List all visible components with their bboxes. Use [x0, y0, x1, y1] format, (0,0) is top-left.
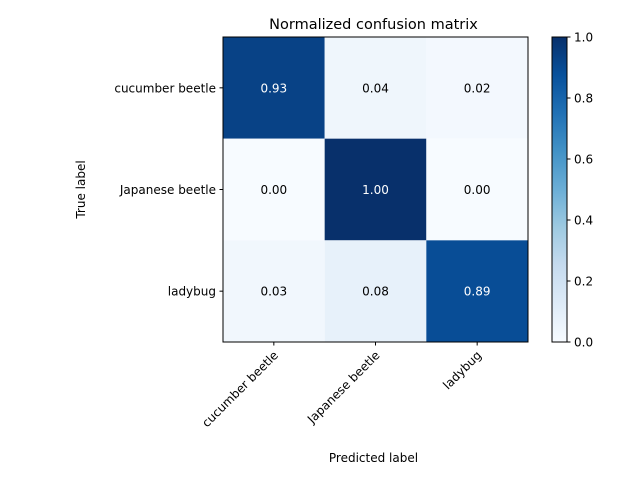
heatmap-cell — [426, 37, 528, 139]
heatmap-cell — [324, 240, 427, 342]
cell-value-label: 0.93 — [260, 81, 287, 95]
x-tick-label: Japanese beetle — [304, 348, 383, 427]
heatmap-cell — [223, 37, 325, 139]
colorbar-tick-label: 0.6 — [574, 153, 593, 167]
y-axis-ticks: cucumber beetle Japanese beetle ladybug — [114, 81, 223, 299]
colorbar-tick-label: 1.0 — [574, 31, 593, 45]
heatmap-cell — [223, 138, 325, 241]
x-axis-ticks: cucumber beetle Japanese beetle ladybug — [199, 342, 484, 430]
colorbar-ticks: 0.0 0.2 0.4 0.6 0.8 1.0 — [567, 31, 593, 350]
colorbar-tick-label: 0.0 — [574, 336, 593, 350]
cell-value-label: 0.02 — [464, 81, 491, 95]
heatmap-cell — [223, 240, 325, 342]
cell-value-label: 0.00 — [464, 183, 491, 197]
colorbar-tick-label: 0.8 — [574, 92, 593, 106]
cell-value-label: 0.04 — [362, 81, 389, 95]
cell-value-label: 0.03 — [260, 285, 287, 299]
x-axis-label: Predicted label — [329, 451, 418, 465]
cell-value-label: 0.00 — [260, 183, 287, 197]
y-axis-label: True label — [74, 160, 88, 219]
heatmap-cell — [324, 138, 427, 241]
x-tick-label: cucumber beetle — [199, 348, 281, 430]
x-tick-label: ladybug — [440, 348, 484, 392]
colorbar-tick-label: 0.2 — [574, 275, 593, 289]
cell-value-label: 0.89 — [464, 285, 491, 299]
heatmap-cell — [426, 138, 528, 241]
colorbar-tick-label: 0.4 — [574, 214, 593, 228]
heatmap-cell — [426, 240, 528, 342]
cell-value-label: 1.00 — [362, 183, 389, 197]
y-tick-label: ladybug — [168, 285, 216, 299]
heatmap-cells: 0.93 0.04 0.02 0.00 1.00 0.00 0.03 0.08 0.89 — [223, 37, 528, 342]
chart-title: Normalized confusion matrix — [269, 17, 478, 33]
y-tick-label: cucumber beetle — [114, 81, 216, 95]
cell-value-label: 0.08 — [362, 285, 389, 299]
colorbar — [551, 36, 568, 343]
heatmap-cell — [324, 37, 427, 139]
y-tick-label: Japanese beetle — [119, 183, 216, 197]
